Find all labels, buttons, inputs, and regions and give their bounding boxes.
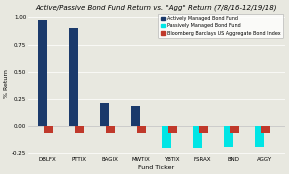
- Bar: [69, 28, 78, 126]
- X-axis label: Fund Ticker: Fund Ticker: [138, 165, 174, 170]
- Bar: [168, 126, 177, 133]
- Title: Active/Passive Bond Fund Return vs. "Agg" Return (7/8/16-12/19/18): Active/Passive Bond Fund Return vs. "Agg…: [36, 4, 277, 11]
- Bar: [224, 126, 233, 147]
- Bar: [100, 104, 109, 126]
- Bar: [255, 126, 264, 147]
- Legend: Actively Managed Bond Fund, Passively Managed Bond Fund, Bloomberg Barclays US A: Actively Managed Bond Fund, Passively Ma…: [158, 14, 284, 38]
- Bar: [38, 20, 47, 126]
- Bar: [106, 126, 115, 133]
- Bar: [193, 126, 202, 148]
- Bar: [44, 126, 53, 133]
- Bar: [131, 106, 140, 126]
- Bar: [230, 126, 239, 133]
- Bar: [261, 126, 270, 133]
- Bar: [137, 126, 146, 133]
- Bar: [162, 126, 171, 148]
- Bar: [199, 126, 208, 133]
- Bar: [75, 126, 84, 133]
- Y-axis label: % Return: % Return: [4, 69, 9, 98]
